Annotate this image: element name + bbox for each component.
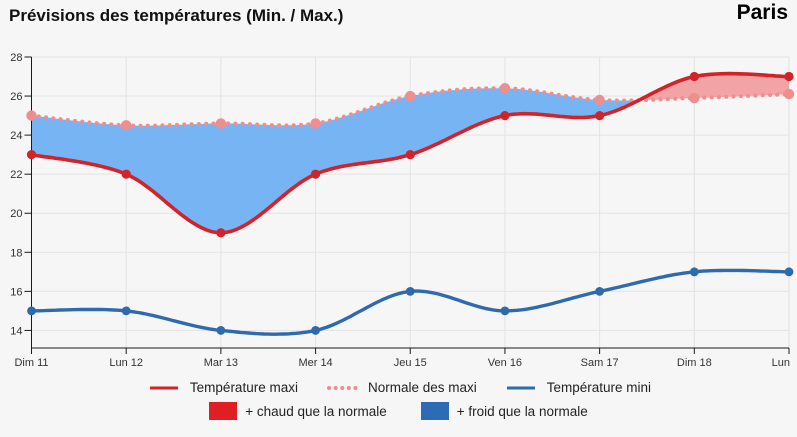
normale-point-1[interactable] <box>120 120 132 131</box>
mini-point-0[interactable] <box>27 306 36 316</box>
maxi-point-1[interactable] <box>121 169 131 179</box>
x-tick-label: Jeu 15 <box>394 357 427 369</box>
legend-label-warmer: + chaud que la normale <box>245 403 387 419</box>
temperature-chart: 14 16 18 20 22 24 26 28 Dim 11 Lun 12 Mar 13 Mer 14… <box>10 52 795 369</box>
warmer-area <box>31 73 789 126</box>
normale-point-8[interactable] <box>783 88 795 100</box>
maxi-point-0[interactable] <box>26 150 37 160</box>
warmer-swatch <box>209 402 238 420</box>
y-tick-label: 28 <box>10 52 22 64</box>
legend-label-colder: + froid que la normale <box>456 403 588 419</box>
normale-line-swatch <box>326 385 358 390</box>
mini-point-8[interactable] <box>784 267 794 277</box>
maxi-line-swatch <box>149 386 178 389</box>
legend-label-maxi: Température maxi <box>189 380 298 395</box>
normale-point-3[interactable] <box>310 118 321 129</box>
mini-point-6[interactable] <box>595 286 605 296</box>
x-tick-label: Lun 12 <box>109 357 143 369</box>
maxi-point-5[interactable] <box>500 110 510 121</box>
mini-point-5[interactable] <box>500 306 510 316</box>
normale-point-5[interactable] <box>499 83 511 94</box>
maxi-point-3[interactable] <box>310 169 321 179</box>
normale-point-6[interactable] <box>594 94 605 106</box>
y-tick-label: 22 <box>10 169 22 181</box>
normale-point-0[interactable] <box>26 110 37 121</box>
maxi-point-7[interactable] <box>689 71 699 82</box>
legend-item-temperature-maxi[interactable]: Température maxi <box>146 380 298 395</box>
normale-point-7[interactable] <box>689 92 700 104</box>
mini-point-2[interactable] <box>216 326 226 335</box>
legend-item-warmer[interactable]: + chaud que la normale <box>209 402 387 420</box>
x-tick-label: Lun <box>772 357 790 369</box>
legend-item-colder[interactable]: + froid que la normale <box>420 402 588 420</box>
x-tick-label: Sam 17 <box>581 357 619 369</box>
x-tick-label: Dim 11 <box>14 357 48 369</box>
mini-point-1[interactable] <box>121 306 131 316</box>
page-title: Prévisions des températures (Min. / Max.… <box>9 6 344 25</box>
maxi-point-8[interactable] <box>784 71 794 82</box>
y-tick-label: 18 <box>10 247 22 259</box>
normale-point-2[interactable] <box>215 118 227 129</box>
x-tick-label: Mar 13 <box>204 357 238 369</box>
maxi-point-2[interactable] <box>216 228 226 238</box>
x-tick-label: Dim 18 <box>677 357 712 369</box>
y-tick-label: 14 <box>10 325 22 337</box>
y-tick-label: 24 <box>10 130 22 142</box>
location-title: Paris <box>736 1 788 24</box>
legend-item-normale-maxi[interactable]: Normale des maxi <box>324 380 477 395</box>
x-tick-label: Mer 14 <box>298 357 332 369</box>
y-tick-label: 16 <box>10 286 22 298</box>
normale-point-4[interactable] <box>405 90 416 102</box>
x-tick-label: Ven 16 <box>488 357 522 369</box>
legend-bands: + chaud que la normale + froid que la no… <box>0 402 797 420</box>
legend-label-mini: Température mini <box>546 380 652 395</box>
mini-point-3[interactable] <box>311 326 320 335</box>
mini-line-swatch <box>506 386 535 389</box>
y-tick-label: 26 <box>10 91 22 103</box>
maxi-point-6[interactable] <box>595 110 605 121</box>
maxi-point-4[interactable] <box>405 150 415 160</box>
header: Prévisions des températures (Min. / Max.… <box>0 0 797 40</box>
y-tick-label: 20 <box>10 208 22 220</box>
legend-label-normale: Normale des maxi <box>367 380 477 395</box>
colder-swatch <box>420 402 449 420</box>
legend-series: Température maxi Normale des maxi Tempér… <box>0 380 797 395</box>
legend-item-temperature-mini[interactable]: Température mini <box>503 380 651 395</box>
mini-point-7[interactable] <box>689 267 699 277</box>
mini-point-4[interactable] <box>405 286 415 296</box>
